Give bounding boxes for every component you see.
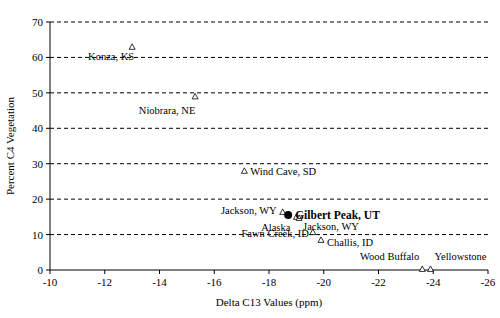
- point-label: Challis, ID: [327, 237, 373, 248]
- point: [284, 211, 292, 219]
- point: [192, 93, 198, 99]
- point: [428, 266, 434, 272]
- x-tick-label: -16: [207, 276, 222, 288]
- y-tick: [46, 163, 50, 164]
- grid-line: [50, 128, 488, 129]
- y-tick-label: 30: [32, 158, 44, 170]
- y-tick-label: 40: [32, 122, 44, 134]
- x-tick-label: -24: [426, 276, 441, 288]
- y-tick-label: 70: [32, 16, 44, 28]
- grid-line: [50, 22, 488, 23]
- x-tick-label: -12: [97, 276, 112, 288]
- point: [241, 168, 247, 174]
- point-label: Jackson, WY: [303, 221, 359, 232]
- y-tick-label: 20: [32, 193, 44, 205]
- x-tick: [104, 270, 105, 274]
- point-label: Niobrara, NE: [139, 105, 196, 116]
- y-tick: [46, 92, 50, 93]
- y-tick-label: 50: [32, 87, 44, 99]
- y-axis: [50, 22, 51, 270]
- x-tick-label: -14: [152, 276, 167, 288]
- x-tick: [50, 270, 51, 274]
- x-axis-title: Delta C13 Values (ppm): [216, 296, 323, 309]
- x-tick: [378, 270, 379, 274]
- x-tick: [269, 270, 270, 274]
- point-label: Yellowstone: [435, 251, 487, 262]
- x-tick-label: -22: [371, 276, 386, 288]
- point-label: Wood Buffalo: [360, 251, 419, 262]
- y-tick: [46, 234, 50, 235]
- x-tick-label: -26: [481, 276, 496, 288]
- y-tick: [46, 270, 50, 271]
- marks: [129, 44, 433, 272]
- x-tick-label: -18: [262, 276, 277, 288]
- point: [129, 44, 135, 50]
- point-label: Fawn Creek, ID: [241, 228, 309, 239]
- point: [318, 237, 324, 243]
- x-tick: [488, 270, 489, 274]
- y-tick: [46, 199, 50, 200]
- y-tick-label: 60: [32, 51, 44, 63]
- point-labels: Konza, KS Niobrara, NE Wind Cave, SD Jackso…: [88, 51, 487, 262]
- y-tick: [46, 57, 50, 58]
- point-label: Gilbert Peak, UT: [295, 209, 380, 221]
- y-tick: [46, 128, 50, 129]
- point: [419, 266, 425, 272]
- x-tick: [323, 270, 324, 274]
- grid-line: [50, 163, 488, 164]
- y-tick-label: 0: [38, 264, 44, 276]
- x-tick-label: -10: [43, 276, 58, 288]
- grid-line: [50, 199, 488, 200]
- y-tick-label: 10: [32, 229, 44, 241]
- x-tick-label: -20: [316, 276, 331, 288]
- point-label: Wind Cave, SD: [250, 166, 316, 177]
- y-tick: [46, 22, 50, 23]
- point-label: Jackson, WY: [221, 205, 277, 216]
- x-tick: [159, 270, 160, 274]
- point-label: Konza, KS: [88, 51, 134, 62]
- y-axis-title: Percent C4 Vegetation: [4, 96, 16, 195]
- grid-line: [50, 92, 488, 93]
- x-tick: [214, 270, 215, 274]
